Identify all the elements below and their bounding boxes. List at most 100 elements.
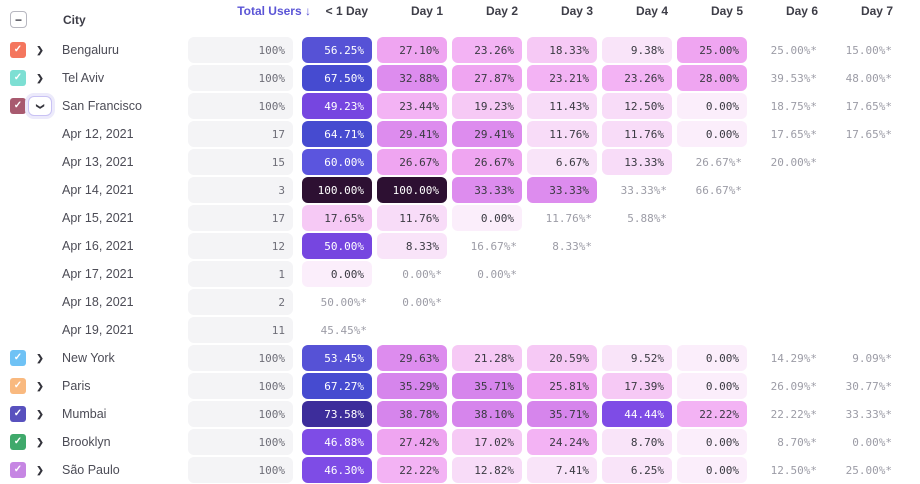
column-header-day-7: Day 7 bbox=[860, 4, 893, 18]
retention-cell: 11.76% bbox=[602, 121, 672, 147]
retention-cell-empty bbox=[602, 289, 672, 315]
row-lead-section: Apr 19, 2021 bbox=[0, 316, 188, 344]
retention-cell-partial: 15.00%* bbox=[845, 43, 892, 57]
chevron-right-icon[interactable]: ❯ bbox=[36, 352, 44, 363]
retention-cell-partial: 45.45%* bbox=[320, 323, 367, 337]
retention-cells: 100.00% 100.00% 33.33% 33.33% 33.33%* 66.67%* bbox=[302, 177, 897, 203]
retention-cell-partial: 0.00%* bbox=[402, 267, 442, 281]
total-users-value: 11 bbox=[188, 317, 293, 343]
total-users-value: 100% bbox=[188, 65, 293, 91]
retention-cell-empty bbox=[827, 149, 897, 175]
cohort-date-label: Apr 16, 2021 bbox=[62, 239, 134, 253]
city-row: ✓ ❯ San Francisco 100% 49.23% 23.44% 19.23% 11.… bbox=[0, 92, 920, 120]
retention-cell-empty bbox=[527, 261, 597, 287]
retention-cells: 46.30% 22.22% 12.82% 7.41% 6.25% 0.00% 12.50%*… bbox=[302, 457, 897, 483]
chevron-right-icon[interactable]: ❯ bbox=[36, 436, 44, 447]
chevron-right-icon[interactable]: ❯ bbox=[36, 408, 44, 419]
row-checkbox[interactable]: ✓ bbox=[10, 98, 26, 114]
retention-cell: 12.82% bbox=[452, 457, 522, 483]
retention-cell: 17.65% bbox=[302, 205, 372, 231]
retention-cells: 73.58% 38.78% 38.10% 35.71% 44.44% 22.22% 22.2… bbox=[302, 401, 897, 427]
retention-cell-empty bbox=[602, 317, 672, 343]
retention-cell: 0.00% bbox=[677, 345, 747, 371]
retention-cell-empty bbox=[752, 233, 822, 259]
chevron-right-icon[interactable]: ❯ bbox=[36, 464, 44, 475]
retention-cell: 29.41% bbox=[452, 121, 522, 147]
retention-cell-partial: 8.33%* bbox=[552, 239, 592, 253]
retention-cell: 17.39% bbox=[602, 373, 672, 399]
retention-cell: 46.88% bbox=[302, 429, 372, 455]
chevron-right-icon[interactable]: ❯ bbox=[36, 380, 44, 391]
city-label: São Paulo bbox=[62, 463, 120, 477]
retention-cell: 19.23% bbox=[452, 93, 522, 119]
retention-cell: 0.00% bbox=[677, 457, 747, 483]
row-checkbox[interactable]: ✓ bbox=[10, 462, 26, 478]
retention-cell: 11.43% bbox=[527, 93, 597, 119]
retention-cell: 35.71% bbox=[452, 373, 522, 399]
retention-cell: 13.33% bbox=[602, 149, 672, 175]
expand-toggle-box: ❯ bbox=[26, 73, 54, 84]
retention-cell: 11.76% bbox=[527, 121, 597, 147]
city-label: Bengaluru bbox=[62, 43, 119, 57]
city-label: Brooklyn bbox=[62, 435, 111, 449]
column-header-day-1: Day 1 bbox=[410, 4, 443, 18]
row-checkbox[interactable]: ✓ bbox=[10, 42, 26, 58]
retention-cell: 32.88% bbox=[377, 65, 447, 91]
total-users-value: 1 bbox=[188, 261, 293, 287]
retention-cell: 7.41% bbox=[527, 457, 597, 483]
retention-cell-empty bbox=[827, 261, 897, 287]
column-header-total-users[interactable]: Total Users ↓ bbox=[188, 0, 311, 18]
row-checkbox[interactable]: ✓ bbox=[10, 434, 26, 450]
retention-cell: 50.00% bbox=[302, 233, 372, 259]
cohort-date-label: Apr 19, 2021 bbox=[62, 323, 134, 337]
row-lead-section: ✓ ❯ São Paulo bbox=[0, 456, 188, 484]
cohort-date-label: Apr 13, 2021 bbox=[62, 155, 134, 169]
retention-cell: 73.58% bbox=[302, 401, 372, 427]
city-row: ✓ ❯ Paris 100% 67.27% 35.29% 35.71% 25.81% 17.39… bbox=[0, 372, 920, 400]
header-lead-section: − City bbox=[0, 0, 188, 36]
retention-cell-empty bbox=[677, 289, 747, 315]
retention-cell: 35.71% bbox=[527, 401, 597, 427]
retention-cell-empty bbox=[752, 205, 822, 231]
chevron-right-icon[interactable]: ❯ bbox=[36, 72, 44, 83]
row-checkbox[interactable]: ✓ bbox=[10, 406, 26, 422]
retention-cell: 64.71% bbox=[302, 121, 372, 147]
total-users-value: 100% bbox=[188, 345, 293, 371]
retention-cell-partial: 16.67%* bbox=[470, 239, 517, 253]
row-checkbox[interactable]: ✓ bbox=[10, 350, 26, 366]
chevron-right-icon[interactable]: ❯ bbox=[36, 44, 44, 55]
table-header-row: − City Total Users ↓ < 1 Day Day 1 Day 2 Da… bbox=[0, 0, 920, 36]
retention-cell-partial: 66.67%* bbox=[695, 183, 742, 197]
retention-cell-partial: 9.09%* bbox=[852, 351, 892, 365]
retention-cell-partial: 5.88%* bbox=[627, 211, 667, 225]
retention-cell-empty bbox=[827, 177, 897, 203]
city-label: Tel Aviv bbox=[62, 71, 105, 85]
retention-cell-empty bbox=[677, 205, 747, 231]
cohort-date-label: Apr 12, 2021 bbox=[62, 127, 134, 141]
retention-cell-empty bbox=[377, 317, 447, 343]
retention-cell-partial: 26.67%* bbox=[695, 155, 742, 169]
cohort-date-label: Apr 14, 2021 bbox=[62, 183, 134, 197]
retention-cell: 0.00% bbox=[677, 121, 747, 147]
total-users-value: 100% bbox=[188, 401, 293, 427]
retention-cell-empty bbox=[677, 233, 747, 259]
row-lead-section: ✓ ❯ Tel Aviv bbox=[0, 64, 188, 92]
expand-toggle-box: ❯ bbox=[26, 45, 54, 56]
retention-cell-empty bbox=[527, 289, 597, 315]
city-row: ✓ ❯ Tel Aviv 100% 67.50% 32.88% 27.87% 23.21% 23… bbox=[0, 64, 920, 92]
row-checkbox[interactable]: ✓ bbox=[10, 378, 26, 394]
select-all-checkbox[interactable]: − bbox=[10, 11, 27, 28]
sort-desc-icon: ↓ bbox=[305, 4, 311, 18]
row-lead-section: ✓ ❯ Brooklyn bbox=[0, 428, 188, 456]
day-column-headers: < 1 Day Day 1 Day 2 Day 3 Day 4 Day 5 Day 6 Day… bbox=[302, 0, 897, 18]
column-header-day-3: Day 3 bbox=[560, 4, 593, 18]
retention-cells: 67.27% 35.29% 35.71% 25.81% 17.39% 0.00% 26.09… bbox=[302, 373, 897, 399]
row-checkbox[interactable]: ✓ bbox=[10, 70, 26, 86]
minus-icon: − bbox=[14, 12, 22, 27]
total-users-value: 17 bbox=[188, 205, 293, 231]
expand-toggle[interactable]: ❯ bbox=[28, 96, 52, 116]
date-row: Apr 12, 2021 17 64.71% 29.41% 29.41% 11.76% 11… bbox=[0, 120, 920, 148]
row-lead-section: ✓ ❯ New York bbox=[0, 344, 188, 372]
retention-cell: 0.00% bbox=[677, 429, 747, 455]
retention-cell: 56.25% bbox=[302, 37, 372, 63]
